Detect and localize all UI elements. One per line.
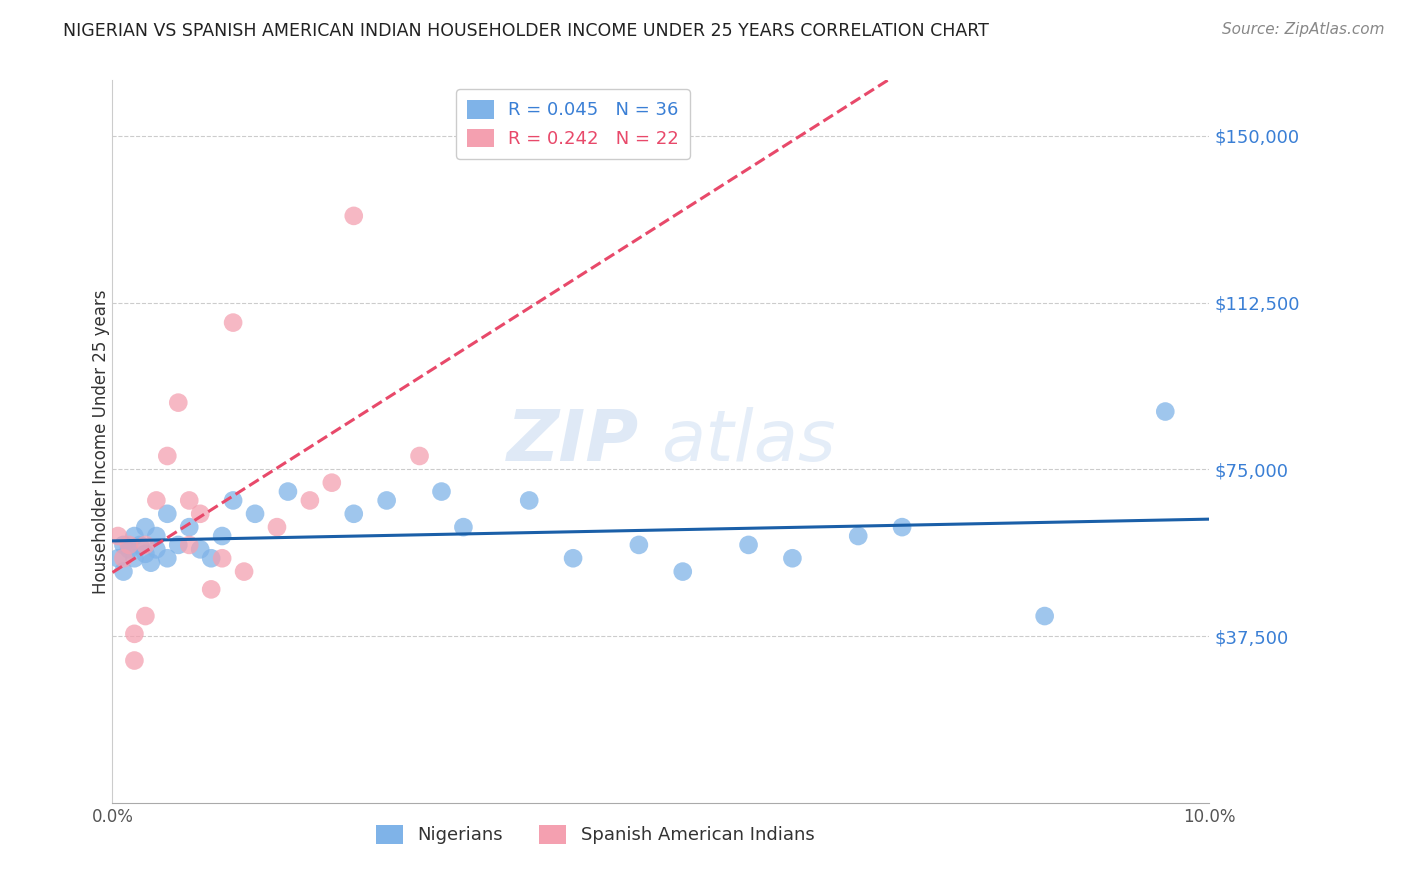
Point (517, 493, 540, 508)
Point (430, 484, 453, 499)
Point (627, 538, 650, 552)
Point (266, 520, 288, 534)
Point (156, 507, 179, 521)
Text: NIGERIAN VS SPANISH AMERICAN INDIAN HOUSEHOLDER INCOME UNDER 25 YEARS CORRELATIO: NIGERIAN VS SPANISH AMERICAN INDIAN HOUS… (63, 22, 990, 40)
Point (200, 551, 222, 566)
Point (134, 538, 156, 552)
Point (124, 529, 146, 543)
Point (124, 653, 146, 667)
Point (408, 449, 430, 463)
Point (112, 565, 135, 579)
Point (118, 542, 141, 557)
Point (782, 551, 804, 566)
Point (846, 529, 869, 543)
Point (124, 627, 146, 641)
Text: Source: ZipAtlas.com: Source: ZipAtlas.com (1222, 22, 1385, 37)
Point (211, 529, 233, 543)
Point (124, 551, 146, 566)
Point (222, 316, 245, 330)
Point (343, 507, 366, 521)
Point (343, 209, 366, 223)
Point (321, 475, 343, 490)
Point (134, 547, 156, 561)
Point (200, 582, 222, 597)
Point (298, 493, 321, 508)
Point (453, 520, 475, 534)
Point (375, 493, 398, 508)
Point (233, 565, 256, 579)
Point (156, 551, 179, 566)
Point (891, 520, 914, 534)
Legend: Nigerians, Spanish American Indians: Nigerians, Spanish American Indians (368, 818, 821, 852)
Point (277, 484, 299, 499)
Point (672, 565, 695, 579)
Point (211, 551, 233, 566)
Point (112, 538, 135, 552)
Point (1033, 609, 1056, 624)
Point (179, 493, 201, 508)
Point (107, 551, 129, 566)
Point (243, 507, 266, 521)
Point (1154, 404, 1177, 418)
Point (112, 551, 135, 566)
Point (179, 538, 201, 552)
Point (139, 556, 162, 570)
Point (145, 542, 167, 557)
Point (167, 395, 190, 409)
Text: atlas: atlas (661, 407, 835, 476)
Point (107, 529, 129, 543)
Point (737, 538, 759, 552)
Text: ZIP: ZIP (506, 407, 638, 476)
Point (134, 520, 156, 534)
Point (145, 493, 167, 508)
Point (129, 538, 152, 552)
Point (156, 449, 179, 463)
Point (167, 538, 190, 552)
Point (134, 609, 156, 624)
Point (222, 493, 245, 508)
Point (118, 538, 141, 552)
Point (179, 520, 201, 534)
Point (188, 542, 211, 557)
Y-axis label: Householder Income Under 25 years: Householder Income Under 25 years (93, 289, 110, 594)
Point (562, 551, 585, 566)
Point (188, 507, 211, 521)
Point (145, 529, 167, 543)
